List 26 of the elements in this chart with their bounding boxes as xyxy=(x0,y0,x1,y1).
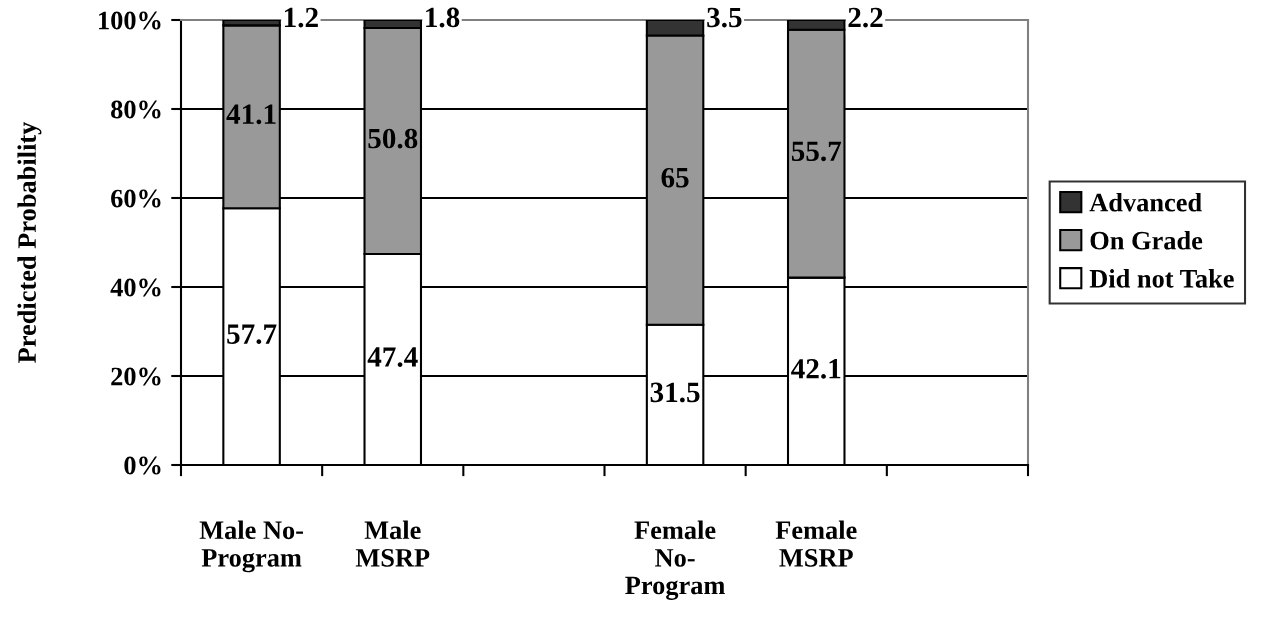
y-tick-label: 60% xyxy=(111,189,161,208)
y-axis-title: Predicted Probability xyxy=(17,121,42,363)
y-tick-label: 80% xyxy=(111,100,161,119)
y-tick-label: 40% xyxy=(110,278,161,297)
data-label: 1.2 xyxy=(284,7,318,28)
y-tick-label: 0% xyxy=(124,456,161,475)
data-label: 65 xyxy=(661,167,689,188)
legend-label: Advanced xyxy=(1089,192,1202,212)
data-label: 31.5 xyxy=(650,382,700,403)
x-tick-label: Male No- Program xyxy=(199,520,304,573)
legend-label: Did not Take xyxy=(1089,269,1234,288)
x-tick-label: Male MSRP xyxy=(355,520,430,567)
data-label: 41.1 xyxy=(226,104,276,125)
y-tick-label: 100% xyxy=(99,11,161,30)
data-label: 55.7 xyxy=(791,141,842,162)
data-label: 2.2 xyxy=(848,7,883,28)
data-label: 3.5 xyxy=(707,7,742,28)
y-tick-label: 20% xyxy=(111,367,161,386)
data-label: 42.1 xyxy=(791,359,841,379)
legend-label: On Grade xyxy=(1090,231,1203,250)
data-label: 57.7 xyxy=(227,324,277,345)
data-label: 50.8 xyxy=(368,128,418,149)
x-tick-label: Female No- Program xyxy=(625,520,725,600)
x-tick-label: Female MSRP xyxy=(775,520,857,567)
data-label: 47.4 xyxy=(367,347,418,367)
data-label: 1.8 xyxy=(426,7,460,28)
